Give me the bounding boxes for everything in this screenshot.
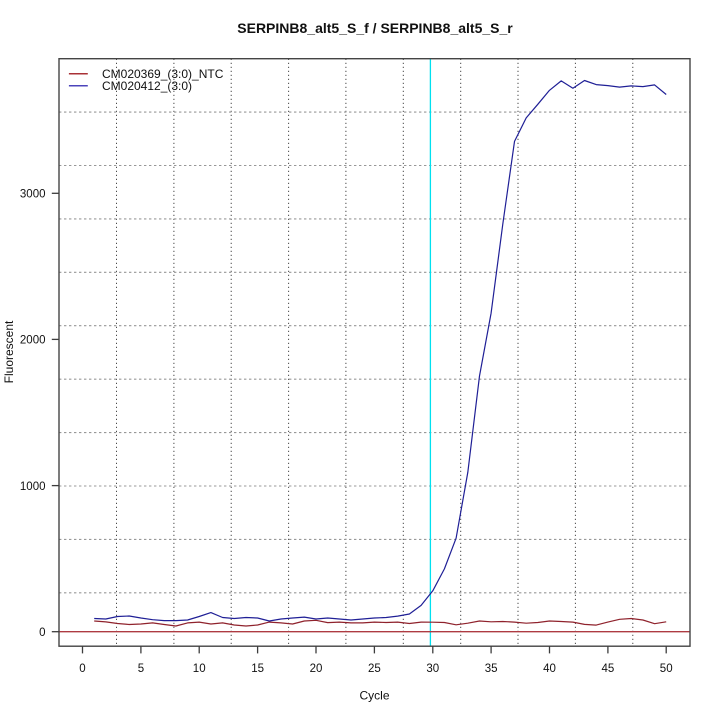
svg-text:3000: 3000 [20,189,46,201]
svg-text:CM020412_(3:0): CM020412_(3:0) [102,79,192,93]
svg-text:50: 50 [660,663,673,675]
svg-text:1000: 1000 [20,481,46,493]
svg-text:Cycle: Cycle [359,689,389,703]
svg-text:0: 0 [39,627,45,639]
svg-text:0: 0 [79,663,85,675]
svg-text:10: 10 [193,663,206,675]
svg-text:5: 5 [138,663,144,675]
svg-text:SERPINB8_alt5_S_f / SERPINB8_a: SERPINB8_alt5_S_f / SERPINB8_alt5_S_r [237,20,513,36]
svg-text:15: 15 [251,663,264,675]
svg-text:45: 45 [602,663,615,675]
svg-text:Fluorescent: Fluorescent [2,320,16,383]
svg-text:35: 35 [485,663,498,675]
svg-text:30: 30 [426,663,439,675]
svg-text:20: 20 [310,663,323,675]
svg-text:40: 40 [543,663,556,675]
svg-text:25: 25 [368,663,381,675]
svg-text:2000: 2000 [20,335,46,347]
svg-text:CM020369_(3:0)_NTC: CM020369_(3:0)_NTC [102,67,224,81]
